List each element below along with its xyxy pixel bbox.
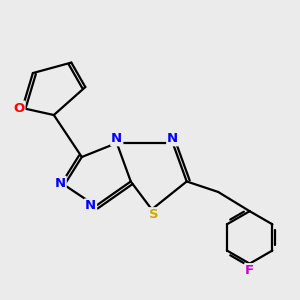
Text: S: S	[149, 208, 158, 221]
Text: O: O	[13, 101, 25, 115]
Text: N: N	[167, 132, 178, 145]
Text: N: N	[111, 132, 122, 145]
Text: F: F	[245, 264, 254, 277]
Text: N: N	[55, 177, 66, 190]
Text: N: N	[85, 200, 96, 212]
